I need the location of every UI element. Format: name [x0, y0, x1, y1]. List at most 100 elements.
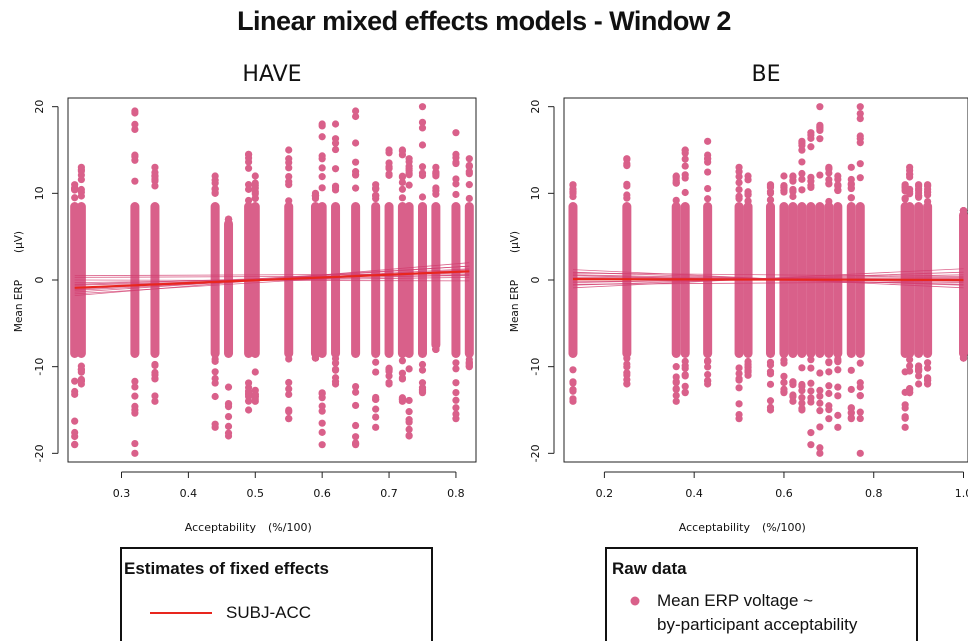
data-point: [318, 441, 326, 449]
data-point: [352, 433, 360, 441]
data-point: [151, 360, 159, 369]
random-slope-line: [74, 275, 470, 278]
data-point: [856, 114, 864, 123]
data-point: [798, 399, 806, 407]
point-column: [417, 103, 427, 397]
data-point: [924, 380, 932, 388]
data-point: [418, 103, 427, 111]
point-column: [451, 129, 461, 423]
x-tick-label: 0.8: [865, 487, 883, 500]
point-core: [351, 202, 361, 358]
x-axis-unit: (%/100): [268, 521, 312, 534]
legend-fixed-effects: Estimates of fixed effects SUBJ-ACC: [120, 547, 433, 641]
data-point: [318, 389, 326, 397]
legend-fixed-line-swatch: [150, 612, 212, 614]
data-point: [385, 366, 393, 375]
data-point: [398, 172, 407, 180]
data-point: [704, 137, 712, 145]
data-point: [405, 396, 413, 405]
data-point: [825, 368, 833, 376]
data-point: [331, 120, 340, 128]
data-point: [418, 193, 427, 201]
data-point: [352, 184, 360, 192]
data-point: [807, 364, 815, 372]
data-point: [856, 109, 864, 118]
y-axis: -20 -10 0 10 20: [529, 100, 555, 462]
data-point: [816, 423, 824, 431]
point-column: [371, 181, 381, 431]
y-axis-unit: (µV): [13, 231, 25, 253]
data-point: [465, 194, 473, 203]
data-point: [151, 375, 159, 383]
data-point: [285, 378, 293, 387]
data-point: [285, 355, 293, 363]
data-point: [418, 124, 427, 132]
plot-frame: [563, 97, 968, 463]
data-point: [816, 449, 824, 457]
data-point: [398, 185, 407, 193]
data-point: [151, 397, 159, 405]
data-point: [285, 197, 293, 205]
data-point: [924, 359, 932, 367]
y-axis-label: Mean ERP: [13, 280, 25, 332]
data-point: [735, 376, 743, 384]
data-point: [825, 389, 833, 398]
data-point: [780, 172, 788, 180]
data-point: [856, 359, 864, 367]
data-point: [766, 397, 775, 405]
data-point: [825, 382, 833, 390]
data-point: [71, 417, 79, 425]
fixed-effect-line: [74, 270, 470, 289]
data-point: [372, 181, 380, 189]
data-point: [452, 365, 460, 373]
data-point: [569, 379, 577, 387]
x-axis: 0.3 0.4 0.5 0.6 0.7 0.8: [113, 471, 465, 500]
data-point: [780, 378, 788, 387]
point-column: [317, 120, 327, 449]
data-point: [856, 132, 864, 140]
data-point: [807, 379, 815, 387]
data-point: [704, 370, 712, 379]
point-core: [224, 219, 234, 358]
data-point: [704, 184, 712, 193]
data-point: [901, 401, 909, 409]
data-point: [901, 423, 909, 431]
x-axis: 0.2 0.4 0.6 0.8 1.0: [596, 471, 968, 500]
data-point: [211, 185, 219, 193]
data-point: [744, 362, 752, 370]
data-point: [71, 377, 79, 385]
data-point: [352, 421, 360, 430]
data-point: [405, 425, 413, 433]
data-point: [352, 441, 360, 449]
point-column: [914, 181, 924, 388]
data-point: [224, 422, 233, 430]
data-point: [405, 365, 413, 373]
data-point: [418, 366, 427, 374]
data-point: [906, 163, 914, 171]
data-point: [131, 177, 139, 185]
data-point: [465, 162, 473, 170]
data-point: [331, 145, 340, 154]
data-point: [735, 415, 743, 423]
data-point: [847, 194, 855, 202]
data-point: [780, 389, 788, 397]
data-point: [432, 187, 440, 195]
x-tick-label: 0.4: [180, 487, 198, 500]
data-point: [77, 380, 85, 388]
data-point: [816, 369, 824, 377]
data-point: [352, 112, 360, 121]
data-point: [418, 169, 427, 177]
data-point: [71, 181, 79, 189]
data-point: [418, 389, 427, 397]
data-point: [405, 432, 413, 440]
data-point: [372, 405, 380, 413]
legend-raw-title: Raw data: [612, 559, 687, 578]
data-point: [825, 402, 833, 410]
data-point: [807, 143, 815, 151]
data-point: [251, 390, 259, 399]
data-point: [735, 384, 743, 392]
data-point: [465, 155, 473, 163]
data-point: [816, 135, 824, 143]
data-point: [131, 439, 139, 448]
data-point: [681, 146, 689, 154]
